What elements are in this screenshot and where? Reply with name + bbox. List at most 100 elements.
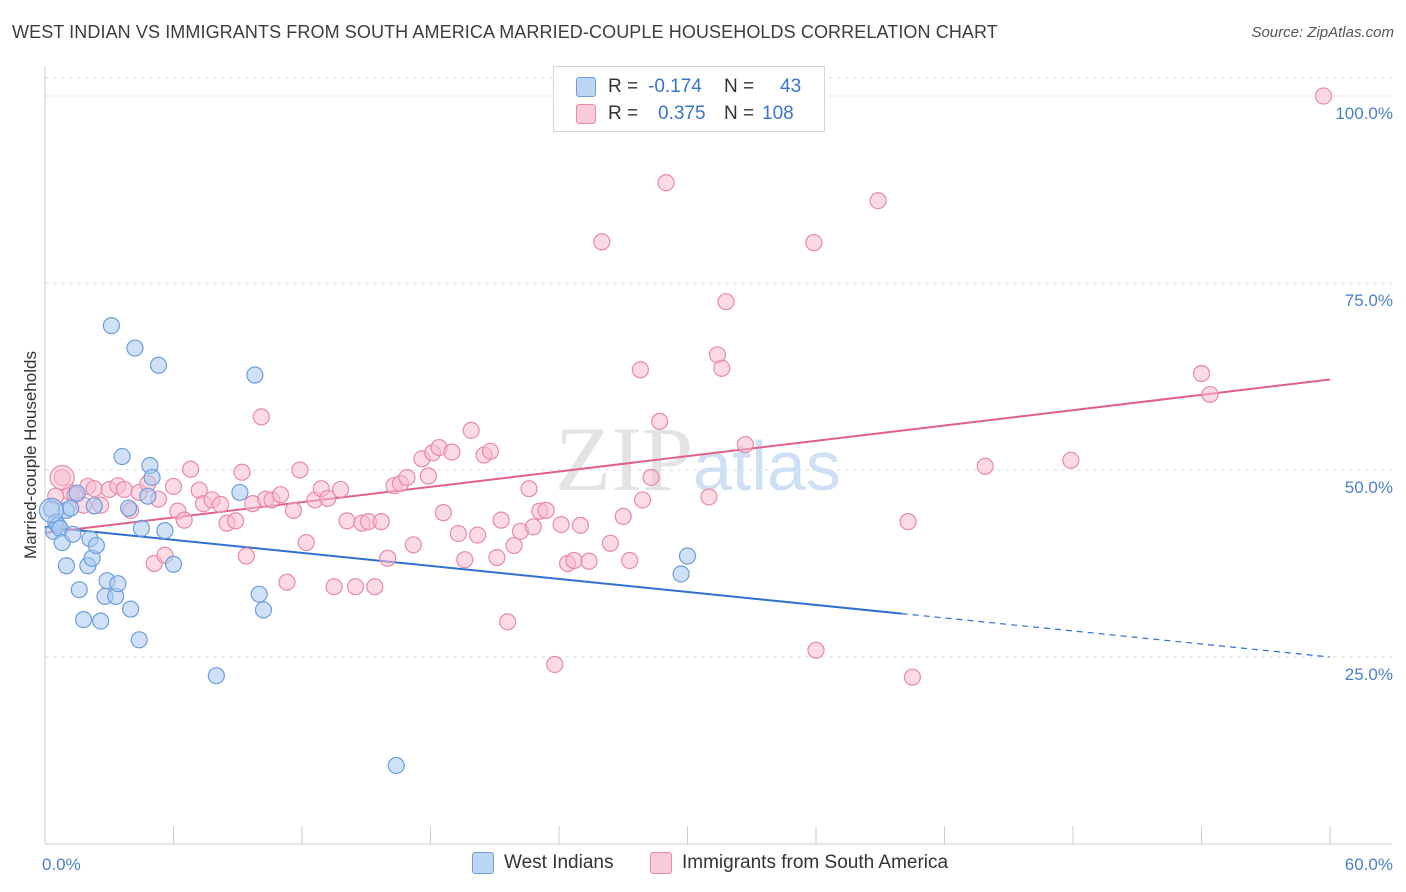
point-west-indians [102, 317, 120, 335]
point-south-america [319, 489, 337, 508]
point-west-indians [139, 487, 157, 505]
point-south-america [869, 192, 887, 210]
point-west-indians [156, 521, 174, 540]
point-south-america [805, 234, 823, 252]
y-tick-label: 50.0% [1345, 478, 1393, 497]
point-south-america [614, 507, 632, 525]
point-south-america [499, 613, 517, 631]
point-south-america [657, 174, 675, 192]
point-south-america [505, 536, 523, 555]
point-west-indians [38, 497, 65, 523]
legend-swatch-blue [472, 852, 494, 874]
watermark-text: ZIPatlas [555, 408, 841, 510]
point-south-america [398, 468, 416, 487]
point-south-america [642, 468, 660, 487]
point-west-indians [74, 610, 93, 629]
tick-labels: 25.0% 50.0% 75.0% 100.0% 0.0% 60.0% Married-co… [21, 104, 1393, 874]
point-south-america [717, 293, 735, 311]
legend-label-west-indians: West Indians [504, 852, 614, 873]
point-west-indians [85, 497, 103, 515]
point-south-america [621, 551, 639, 570]
point-south-america [456, 551, 474, 569]
legend-row-west-indians: R = -0.174 N = 43 [576, 75, 801, 99]
point-south-america [434, 504, 452, 522]
legend-n-label: N = [724, 103, 755, 124]
point-west-indians [254, 601, 273, 619]
point-south-america [291, 461, 309, 479]
point-south-america [524, 518, 542, 536]
point-south-america [233, 463, 251, 481]
point-west-indians [207, 667, 225, 685]
point-south-america [488, 548, 506, 567]
legend-swatch-pink [650, 852, 672, 874]
legend-r-value: 0.375 [658, 103, 706, 124]
point-south-america [899, 513, 917, 531]
point-south-america [565, 551, 583, 570]
legend-swatch-blue [576, 77, 596, 97]
point-south-america [237, 547, 255, 565]
point-south-america [372, 513, 390, 531]
trend-line-west-indians-extrapolated [901, 613, 1331, 658]
point-south-america [492, 511, 510, 529]
legend-item-south-america: Immigrants from South America [650, 852, 948, 874]
point-south-america [700, 488, 718, 506]
point-west-indians [672, 565, 690, 583]
point-south-america [546, 655, 564, 674]
point-south-america [271, 486, 290, 504]
legend-n-value: 43 [780, 76, 802, 97]
legend-r-label: R = [608, 76, 639, 97]
legend-n-value: 108 [762, 103, 794, 124]
point-west-indians [246, 366, 264, 384]
point-west-indians [130, 631, 148, 649]
axes [44, 66, 1392, 845]
point-south-america [404, 536, 422, 554]
point-south-america [713, 359, 731, 377]
point-west-indians [70, 581, 88, 599]
point-south-america [1201, 385, 1219, 404]
point-south-america [736, 435, 754, 454]
point-south-america [1192, 364, 1211, 383]
series-legend: West Indians Immigrants from South Ameri… [0, 852, 1406, 878]
point-south-america [976, 457, 994, 475]
y-tick-label: 25.0% [1345, 665, 1393, 684]
point-south-america [284, 501, 303, 519]
point-south-america [633, 491, 652, 509]
legend-item-west-indians: West Indians [472, 852, 613, 874]
point-south-america [85, 480, 103, 498]
point-south-america [520, 480, 538, 498]
point-south-america [462, 421, 480, 439]
point-south-america [346, 578, 365, 596]
point-west-indians [387, 756, 405, 775]
point-south-america [379, 549, 397, 567]
point-west-indians [149, 356, 168, 374]
point-west-indians [57, 557, 76, 575]
point-south-america [631, 361, 649, 379]
point-south-america [1062, 451, 1080, 469]
point-south-america [182, 460, 200, 478]
point-west-indians [250, 585, 268, 603]
watermark: ZIPatlas [555, 408, 841, 510]
legend-r-label: R = [608, 103, 639, 124]
legend-row-south-america: R = 0.375 N = 108 [576, 102, 794, 126]
point-south-america [469, 526, 487, 544]
point-south-america [115, 480, 133, 499]
point-south-america [537, 501, 555, 519]
point-south-america [419, 467, 437, 485]
point-south-america [651, 412, 669, 430]
data-points [38, 87, 1333, 775]
point-south-america [593, 233, 611, 251]
point-west-indians [64, 525, 82, 543]
x-tick-label: 0.0% [42, 855, 81, 874]
point-south-america [1314, 87, 1333, 105]
point-west-indians [109, 575, 127, 593]
legend-n-label: N = [724, 76, 755, 97]
y-tick-label: 75.0% [1345, 291, 1393, 310]
point-west-indians [164, 555, 183, 573]
point-south-america [449, 524, 467, 543]
point-south-america [252, 408, 270, 426]
point-south-america [325, 578, 343, 596]
point-south-america [297, 533, 315, 552]
point-west-indians [68, 484, 86, 502]
point-south-america [552, 516, 570, 534]
